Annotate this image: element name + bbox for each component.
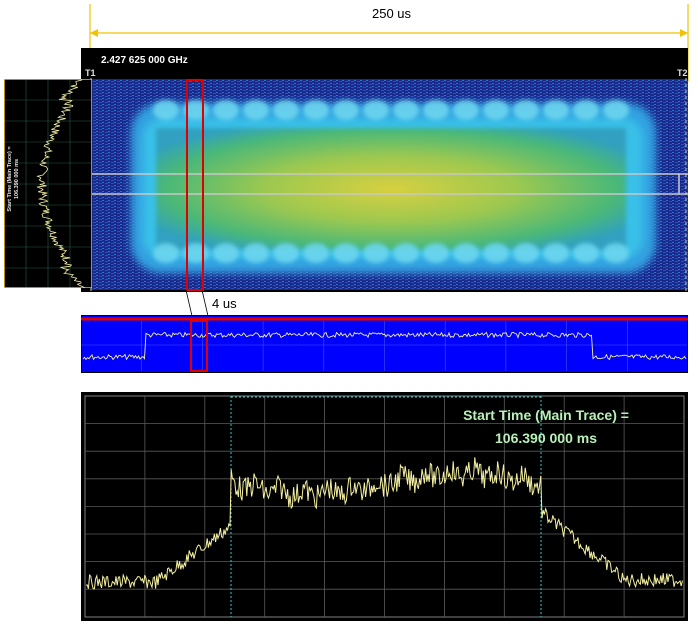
detail-trace-panel[interactable]: Start Time (Main Trace) = 106.390 000 ms: [81, 392, 688, 621]
zoom-slice-box[interactable]: [186, 79, 204, 291]
start-time-annotation: Start Time (Main Trace) = 106.390 000 ms: [463, 407, 629, 446]
marker-t2-label: T2: [677, 68, 688, 78]
marker-t1-label: T1: [85, 68, 96, 78]
top-span-label: 250 us: [372, 6, 412, 21]
overview-zoom-box[interactable]: [190, 320, 208, 372]
side-profile-trace: [36, 78, 85, 289]
zoom-span-label: 4 us: [212, 296, 237, 311]
overview-trace: [82, 331, 687, 361]
frequency-label: 2.427 625 000 GHz: [101, 55, 188, 66]
timeline-left-arrow-icon: [90, 29, 98, 37]
overview-trace-panel[interactable]: [80, 314, 689, 374]
side-profile-caption: Start Time (Main Trace) = 106.390 000 ms: [7, 146, 20, 212]
timeline-right-arrow-icon: [680, 29, 688, 37]
spectrogram-view[interactable]: 2.427 625 000 GHz T1 T2 M: [81, 48, 688, 292]
detail-trace: [85, 457, 683, 590]
spectrogram-scallops: [153, 100, 629, 263]
zoom-connector: [185, 289, 209, 317]
side-profile-panel: Start Time (Main Trace) = 106.390 000 ms: [3, 78, 93, 289]
side-profile-grid: [4, 79, 92, 288]
